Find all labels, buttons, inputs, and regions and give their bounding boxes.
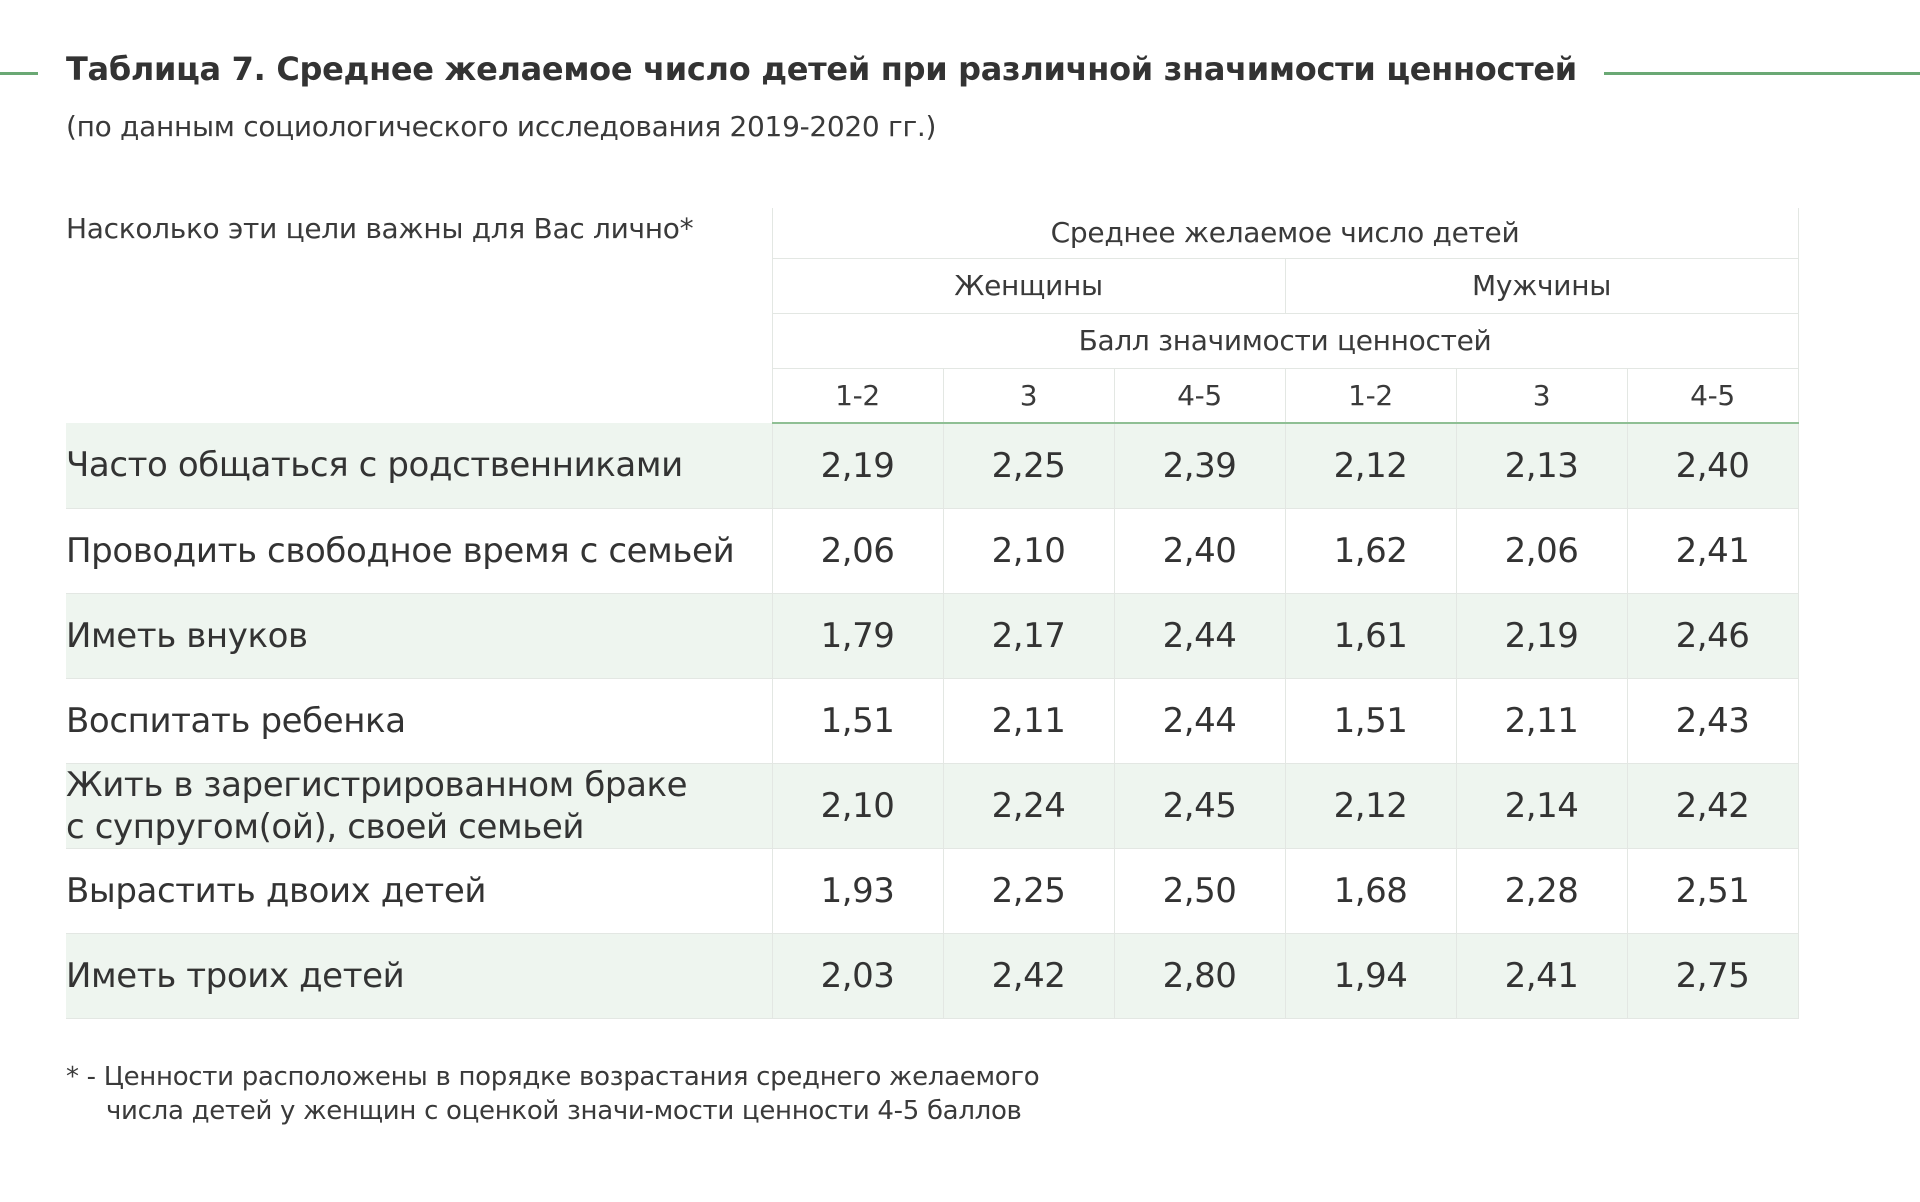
value-cell: 2,13: [1455, 423, 1627, 509]
score-column-header: 3: [1455, 368, 1627, 424]
row-label: Воспитать ребенка: [66, 678, 772, 764]
value-cell: 2,80: [1113, 933, 1285, 1019]
table-row: Проводить свободное время с семьей 2,06 …: [66, 508, 1799, 594]
row-label: Часто общаться с родственниками: [66, 423, 772, 509]
value-cell: 2,19: [771, 423, 943, 509]
value-cell: 2,25: [942, 423, 1114, 509]
score-column-header: 1-2: [771, 368, 943, 424]
value-cell: 1,94: [1284, 933, 1456, 1019]
value-cell: 2,44: [1113, 593, 1285, 679]
value-cell: 2,45: [1113, 763, 1285, 849]
value-cell: 1,93: [771, 848, 943, 934]
value-cell: 2,75: [1626, 933, 1799, 1019]
group-header: Среднее желаемое число детей: [771, 208, 1799, 259]
value-cell: 1,79: [771, 593, 943, 679]
value-cell: 2,40: [1626, 423, 1799, 509]
sex-header-men: Мужчины: [1284, 258, 1799, 314]
value-cell: 1,61: [1284, 593, 1456, 679]
value-cell: 2,43: [1626, 678, 1799, 764]
value-cell: 1,68: [1284, 848, 1456, 934]
value-cell: 2,44: [1113, 678, 1285, 764]
value-cell: 2,12: [1284, 763, 1456, 849]
accent-line-left: [0, 72, 38, 75]
value-cell: 2,25: [942, 848, 1114, 934]
score-column-header: 4-5: [1626, 368, 1799, 424]
value-cell: 2,28: [1455, 848, 1627, 934]
value-cell: 2,19: [1455, 593, 1627, 679]
row-label: Иметь внуков: [66, 593, 772, 679]
value-cell: 2,51: [1626, 848, 1799, 934]
table-title: Таблица 7. Среднее желаемое число детей …: [66, 50, 1577, 88]
row-label-line: Жить в зарегистрированном браке: [66, 764, 688, 805]
score-column-header: 1-2: [1284, 368, 1456, 424]
table-row: Жить в зарегистрированном браке с супруг…: [66, 763, 1799, 849]
value-cell: 2,03: [771, 933, 943, 1019]
label-column-header: Насколько эти цели важны для Вас лично*: [66, 212, 694, 245]
value-cell: 2,11: [942, 678, 1114, 764]
row-label: Вырастить двоих детей: [66, 848, 772, 934]
data-table-container: Насколько эти цели важны для Вас лично* …: [66, 208, 1799, 1019]
score-column-header: 4-5: [1113, 368, 1285, 424]
value-cell: 2,14: [1455, 763, 1627, 849]
value-cell: 1,51: [771, 678, 943, 764]
footnote-line: числа детей у женщин с оценкой значи-мос…: [106, 1096, 1022, 1126]
sex-header-women: Женщины: [771, 258, 1285, 314]
value-cell: 2,42: [942, 933, 1114, 1019]
table-subtitle: (по данным социологического исследования…: [66, 110, 937, 143]
value-cell: 2,06: [771, 508, 943, 594]
table-row: Воспитать ребенка 1,51 2,11 2,44 1,51 2,…: [66, 678, 1799, 764]
value-cell: 2,40: [1113, 508, 1285, 594]
value-cell: 2,24: [942, 763, 1114, 849]
value-cell: 2,11: [1455, 678, 1627, 764]
table-row: Иметь внуков 1,79 2,17 2,44 1,61 2,19 2,…: [66, 593, 1799, 679]
row-label: Проводить свободное время с семьей: [66, 508, 772, 594]
value-cell: 2,50: [1113, 848, 1285, 934]
table-row: Часто общаться с родственниками 2,19 2,2…: [66, 423, 1799, 509]
value-cell: 2,12: [1284, 423, 1456, 509]
value-cell: 2,41: [1455, 933, 1627, 1019]
value-cell: 2,39: [1113, 423, 1285, 509]
score-column-header: 3: [942, 368, 1114, 424]
value-cell: 2,10: [942, 508, 1114, 594]
value-cell: 2,46: [1626, 593, 1799, 679]
table-row: Иметь троих детей 2,03 2,42 2,80 1,94 2,…: [66, 933, 1799, 1019]
table-row: Вырастить двоих детей 1,93 2,25 2,50 1,6…: [66, 848, 1799, 934]
data-table: Насколько эти цели важны для Вас лично* …: [66, 208, 1799, 1019]
footnote-line: * - Ценности расположены в порядке возра…: [66, 1062, 1040, 1092]
value-cell: 1,62: [1284, 508, 1456, 594]
footnote: * - Ценности расположены в порядке возра…: [66, 1060, 1040, 1128]
score-header: Балл значимости ценностей: [771, 313, 1799, 369]
value-cell: 2,17: [942, 593, 1114, 679]
value-cell: 2,42: [1626, 763, 1799, 849]
value-cell: 1,51: [1284, 678, 1456, 764]
value-cell: 2,06: [1455, 508, 1627, 594]
row-label-line: с супругом(ой), своей семьей: [66, 806, 585, 847]
value-cell: 2,10: [771, 763, 943, 849]
accent-line-right: [1604, 72, 1920, 75]
row-label: Жить в зарегистрированном браке с супруг…: [66, 763, 772, 849]
row-label: Иметь троих детей: [66, 933, 772, 1019]
value-cell: 2,41: [1626, 508, 1799, 594]
